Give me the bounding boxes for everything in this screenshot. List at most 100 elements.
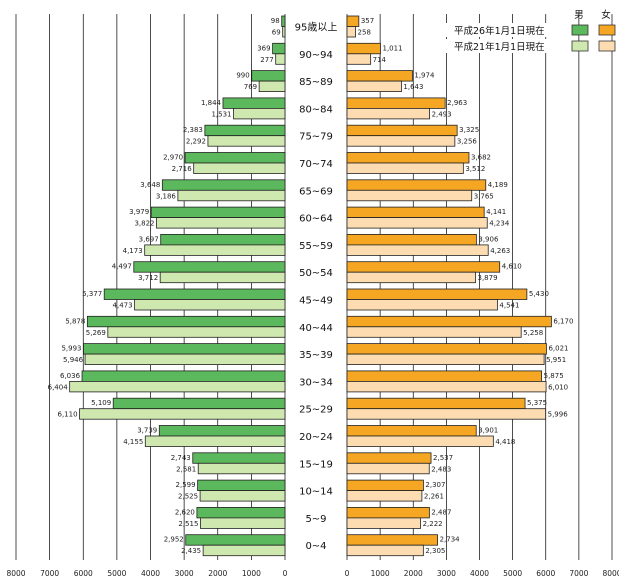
x-tick-label-right: 2000	[404, 569, 423, 578]
bar-value-label: 2,383	[183, 126, 203, 134]
x-tick-label-left: 4000	[141, 569, 160, 578]
bar-male-h21	[233, 108, 286, 120]
bar-value-label: 5,878	[65, 317, 85, 325]
bar-value-label: 4,155	[123, 438, 143, 446]
bar-value-label: 1,531	[211, 110, 231, 118]
bar-male-h21	[79, 408, 286, 420]
bar-value-label: 2,734	[440, 536, 461, 544]
bar-female-h21	[346, 353, 545, 366]
bar-value-label: 2,620	[175, 508, 195, 516]
bar-value-label: 5,430	[529, 290, 549, 298]
bar-value-label: 6,110	[58, 411, 78, 419]
bar-value-label: 5,258	[523, 329, 543, 337]
x-tick-label-left: 5000	[107, 569, 126, 578]
bar-female-h21	[346, 408, 547, 420]
bar-female-h26	[346, 479, 424, 492]
legend-female-header: 女	[601, 9, 611, 21]
bar-value-label: 2,599	[176, 481, 196, 489]
bar-value-label: 2,970	[163, 154, 183, 162]
bar-value-label: 4,263	[490, 247, 510, 255]
bar-male-h26	[81, 370, 286, 382]
bar-value-label: 3,901	[478, 427, 498, 435]
bar-value-label: 3,979	[129, 208, 149, 216]
age-group-label: 5~9	[305, 514, 326, 525]
data-labels: 98 69 357 258 95歳以上 369 277 1,011 714 90~94 990 769…	[48, 17, 574, 555]
x-tick-label-right: 8000	[602, 569, 619, 578]
legend-swatch-male	[571, 24, 589, 36]
bar-female-h26	[346, 425, 477, 437]
bar-value-label: 3,879	[477, 274, 497, 282]
bar-value-label: 990	[236, 72, 249, 80]
bar-value-label: 4,610	[502, 263, 522, 271]
bar-male-h21	[177, 189, 286, 202]
bar-value-label: 3,325	[459, 126, 479, 134]
bar-value-label: 98	[271, 17, 280, 25]
bar-value-label: 5,875	[544, 372, 564, 380]
legend-swatch-female	[598, 40, 616, 52]
bar-value-label: 4,497	[112, 263, 132, 271]
age-group-label: 65~69	[299, 186, 333, 197]
x-tick-label-left: 1000	[242, 569, 261, 578]
legend-row-background	[440, 39, 568, 53]
bars	[69, 15, 552, 557]
bar-female-h26	[346, 15, 360, 27]
bar-value-label: 3,682	[471, 154, 491, 162]
bar-value-label: 2,963	[447, 99, 467, 107]
age-group-label: 70~74	[299, 159, 333, 170]
bar-value-label: 277	[260, 56, 273, 64]
bar-value-label: 6,036	[60, 372, 81, 380]
bar-male-h26	[222, 97, 286, 109]
age-group-label: 75~79	[299, 132, 333, 143]
bar-male-h26	[197, 479, 286, 492]
bar-value-label: 4,541	[499, 302, 519, 310]
x-tick-label-right: 5000	[503, 569, 522, 578]
age-group-label: 80~84	[299, 104, 333, 115]
bar-female-h21	[346, 80, 402, 92]
bar-male-h21	[197, 462, 286, 475]
bar-value-label: 3,739	[137, 427, 157, 435]
bar-male-h26	[112, 397, 286, 410]
bar-male-h21	[199, 490, 286, 502]
bar-male-h21	[258, 80, 286, 92]
bar-male-h26	[103, 288, 286, 300]
bar-male-h21	[193, 162, 286, 174]
bar-value-label: 6,021	[548, 345, 568, 353]
bar-value-label: 1,844	[201, 99, 222, 107]
bar-female-h26	[346, 315, 552, 328]
bar-female-h26	[346, 179, 487, 191]
bar-male-h21	[144, 244, 286, 256]
bar-value-label: 1,974	[414, 72, 435, 80]
bar-value-label: 2,222	[423, 520, 443, 528]
x-tick-label-right: 0	[345, 569, 350, 578]
x-tick-label-right: 7000	[569, 569, 588, 578]
x-tick-label-right: 6000	[536, 569, 555, 578]
bar-male-h26	[204, 124, 286, 137]
bar-male-h26	[160, 233, 286, 246]
legend-male-header: 男	[574, 10, 584, 21]
bar-value-label: 5,996	[548, 411, 569, 419]
bar-value-label: 2,305	[425, 547, 445, 555]
grid-lines	[15, 14, 613, 560]
bar-female-h21	[346, 517, 422, 529]
bar-value-label: 2,261	[424, 493, 444, 501]
bar-male-h26	[272, 42, 286, 55]
x-tick-label-right: 3000	[437, 569, 456, 578]
age-group-label: 35~39	[299, 350, 333, 361]
bar-female-h21	[346, 189, 473, 202]
age-group-label: 60~64	[299, 214, 333, 225]
bar-male-h26	[251, 70, 286, 82]
legend-entry-label: 平成21年1月1日現在	[454, 41, 545, 53]
age-group-label: 55~59	[299, 241, 333, 252]
x-tick-label-left: 8000	[6, 569, 25, 578]
bar-female-h26	[346, 452, 432, 464]
bar-female-h21	[346, 380, 547, 393]
bar-female-h21	[346, 162, 464, 174]
x-tick-label-left: 2000	[208, 569, 227, 578]
age-group-label: 50~54	[299, 268, 333, 279]
bar-value-label: 5,946	[63, 356, 84, 364]
bar-male-h21	[202, 544, 286, 557]
age-group-label: 90~94	[299, 50, 333, 61]
bar-female-h21	[346, 244, 489, 256]
